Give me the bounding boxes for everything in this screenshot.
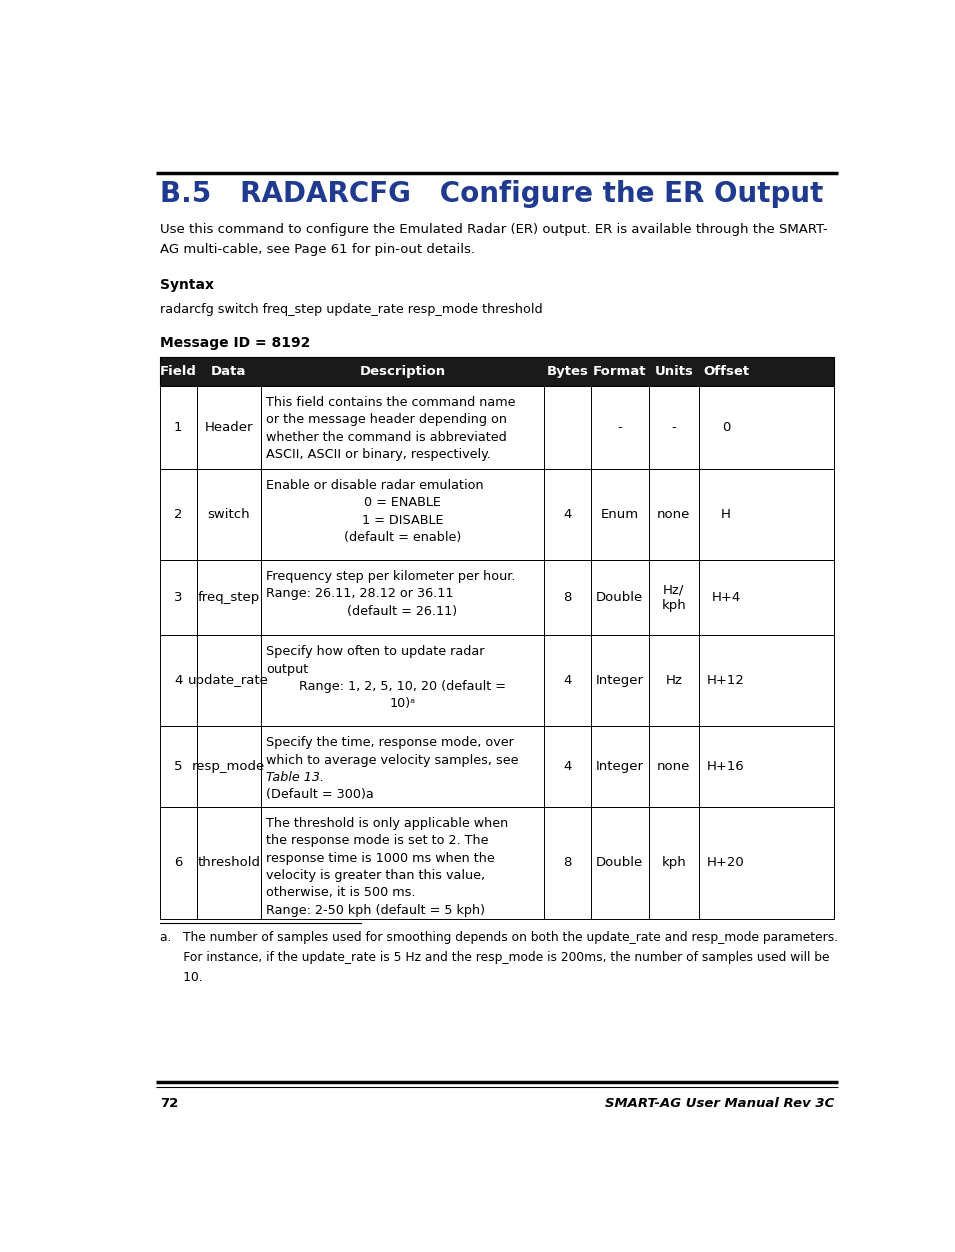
Text: For instance, if the update_rate is 5 Hz and the resp_mode is 200ms, the number : For instance, if the update_rate is 5 Hz…	[159, 952, 829, 964]
Text: 72: 72	[159, 1097, 178, 1111]
Text: 0 = ENABLE: 0 = ENABLE	[364, 496, 441, 510]
Text: (default = 26.11): (default = 26.11)	[348, 605, 457, 617]
Text: Format: Format	[593, 366, 647, 378]
Text: update_rate: update_rate	[188, 675, 269, 687]
Text: -: -	[618, 421, 623, 434]
Text: threshold: threshold	[198, 856, 261, 869]
Text: none: none	[657, 508, 690, 521]
Text: none: none	[657, 760, 690, 774]
Text: which to average velocity samples, see: which to average velocity samples, see	[266, 754, 519, 766]
Text: output: output	[266, 662, 308, 676]
Text: response time is 1000 ms when the: response time is 1000 ms when the	[266, 851, 495, 865]
Text: resp_mode: resp_mode	[192, 760, 265, 774]
Text: 4: 4	[174, 675, 182, 687]
Bar	[159, 726, 834, 808]
Bar	[159, 560, 834, 635]
Text: 10.: 10.	[159, 972, 202, 984]
Text: 4: 4	[563, 508, 572, 521]
Text: radarcfg switch freq_step update_rate resp_mode threshold: radarcfg switch freq_step update_rate re…	[159, 303, 542, 317]
Text: Syntax: Syntax	[159, 278, 214, 292]
Text: -: -	[671, 421, 676, 434]
Text: or the message header depending on: or the message header depending on	[266, 413, 507, 426]
Text: the response mode is set to 2. The: the response mode is set to 2. The	[266, 834, 489, 848]
Text: 4: 4	[563, 760, 572, 774]
Text: Integer: Integer	[596, 760, 644, 774]
Text: Bytes: Bytes	[546, 366, 588, 378]
Text: kph: kph	[662, 856, 686, 869]
Text: Enable or disable radar emulation: Enable or disable radar emulation	[266, 480, 484, 492]
Text: a.   The number of samples used for smoothing depends on both the update_rate an: a. The number of samples used for smooth…	[159, 931, 838, 944]
Text: 2: 2	[174, 508, 182, 521]
Text: Frequency step per kilometer per hour.: Frequency step per kilometer per hour.	[266, 570, 516, 583]
Text: Table 13.: Table 13.	[266, 771, 325, 784]
Text: whether the command is abbreviated: whether the command is abbreviated	[266, 431, 507, 443]
Bar	[159, 357, 834, 386]
Text: Message ID = 8192: Message ID = 8192	[159, 336, 310, 349]
Text: (Default = 300)a: (Default = 300)a	[266, 789, 374, 801]
Text: Specify the time, response mode, over: Specify the time, response mode, over	[266, 736, 514, 749]
Text: 8: 8	[563, 856, 572, 869]
Text: freq_step: freq_step	[198, 591, 260, 605]
Text: Range: 2-50 kph (default = 5 kph): Range: 2-50 kph (default = 5 kph)	[266, 904, 485, 916]
Text: The threshold is only applicable when: The threshold is only applicable when	[266, 818, 508, 830]
Text: AG multi-cable, see Page 61 for pin-out details.: AG multi-cable, see Page 61 for pin-out …	[159, 243, 475, 255]
Text: Offset: Offset	[703, 366, 749, 378]
Text: SMART-AG User Manual Rev 3C: SMART-AG User Manual Rev 3C	[605, 1097, 834, 1111]
Text: H+4: H+4	[711, 591, 741, 605]
Text: 6: 6	[174, 856, 182, 869]
Text: Enum: Enum	[601, 508, 639, 521]
Text: velocity is greater than this value,: velocity is greater than this value,	[266, 869, 485, 883]
Text: Hz: Hz	[666, 675, 682, 687]
Text: Hz/
kph: Hz/ kph	[662, 583, 686, 612]
Text: 0: 0	[722, 421, 731, 434]
Bar	[159, 470, 834, 560]
Text: H+12: H+12	[707, 675, 745, 687]
Text: 1: 1	[174, 421, 182, 434]
Text: otherwise, it is 500 ms.: otherwise, it is 500 ms.	[266, 886, 415, 899]
Text: 4: 4	[563, 675, 572, 687]
Text: B.5   RADARCFG   Configure the ER Output: B.5 RADARCFG Configure the ER Output	[159, 179, 823, 208]
Text: 8: 8	[563, 591, 572, 605]
Text: 1 = DISABLE: 1 = DISABLE	[362, 513, 443, 527]
Text: ASCII, ASCII or binary, respectively.: ASCII, ASCII or binary, respectively.	[266, 448, 491, 461]
Text: Header: Header	[204, 421, 253, 434]
Text: Description: Description	[359, 366, 445, 378]
Text: Units: Units	[654, 366, 693, 378]
Text: Double: Double	[596, 856, 644, 869]
Text: H+16: H+16	[707, 760, 745, 774]
Text: Integer: Integer	[596, 675, 644, 687]
Text: Specify how often to update radar: Specify how often to update radar	[266, 645, 485, 659]
Text: switch: switch	[207, 508, 250, 521]
Bar	[159, 357, 834, 386]
Text: Use this command to configure the Emulated Radar (ER) output. ER is available th: Use this command to configure the Emulat…	[159, 223, 827, 235]
Text: Data: Data	[211, 366, 246, 378]
Text: Range: 26.11, 28.12 or 36.11: Range: 26.11, 28.12 or 36.11	[266, 587, 454, 600]
Text: Field: Field	[159, 366, 197, 378]
Bar	[159, 808, 834, 919]
Text: H+20: H+20	[707, 856, 745, 869]
Text: 5: 5	[174, 760, 182, 774]
Bar	[159, 635, 834, 726]
Text: H: H	[721, 508, 731, 521]
Text: This field contains the command name: This field contains the command name	[266, 396, 516, 409]
Text: Double: Double	[596, 591, 644, 605]
Text: 10)ᵃ: 10)ᵃ	[390, 697, 415, 710]
Text: 3: 3	[174, 591, 182, 605]
Bar	[159, 386, 834, 470]
Text: (default = enable): (default = enable)	[344, 531, 461, 545]
Text: Range: 1, 2, 5, 10, 20 (default =: Range: 1, 2, 5, 10, 20 (default =	[299, 680, 506, 694]
